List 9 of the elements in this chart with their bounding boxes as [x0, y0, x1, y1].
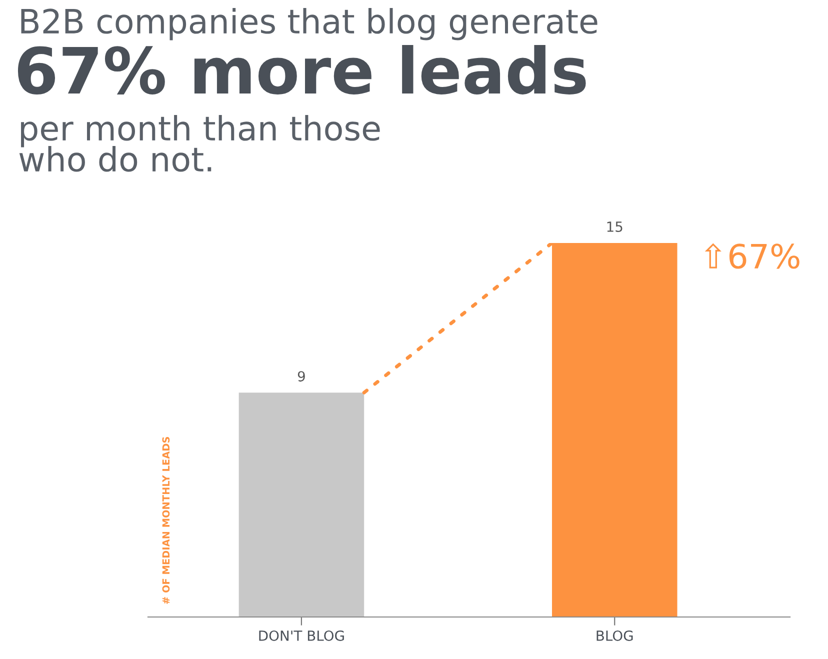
x-tick-label: BLOG [596, 630, 633, 641]
chart-title: B2B companies that blog generate [21, 8, 598, 40]
chart-subtitle: 67% more leads [18, 45, 586, 94]
data-label: 9 [298, 371, 305, 382]
data-label: 15 [607, 222, 622, 232]
x-tick-label: DON'T BLOG [259, 630, 344, 641]
text: per month than those who do not. [19, 115, 380, 172]
annotation: ⇧67% [704, 243, 800, 269]
y-axis-title: # OF MEDIAN MONTHLY LEADS [162, 436, 170, 604]
